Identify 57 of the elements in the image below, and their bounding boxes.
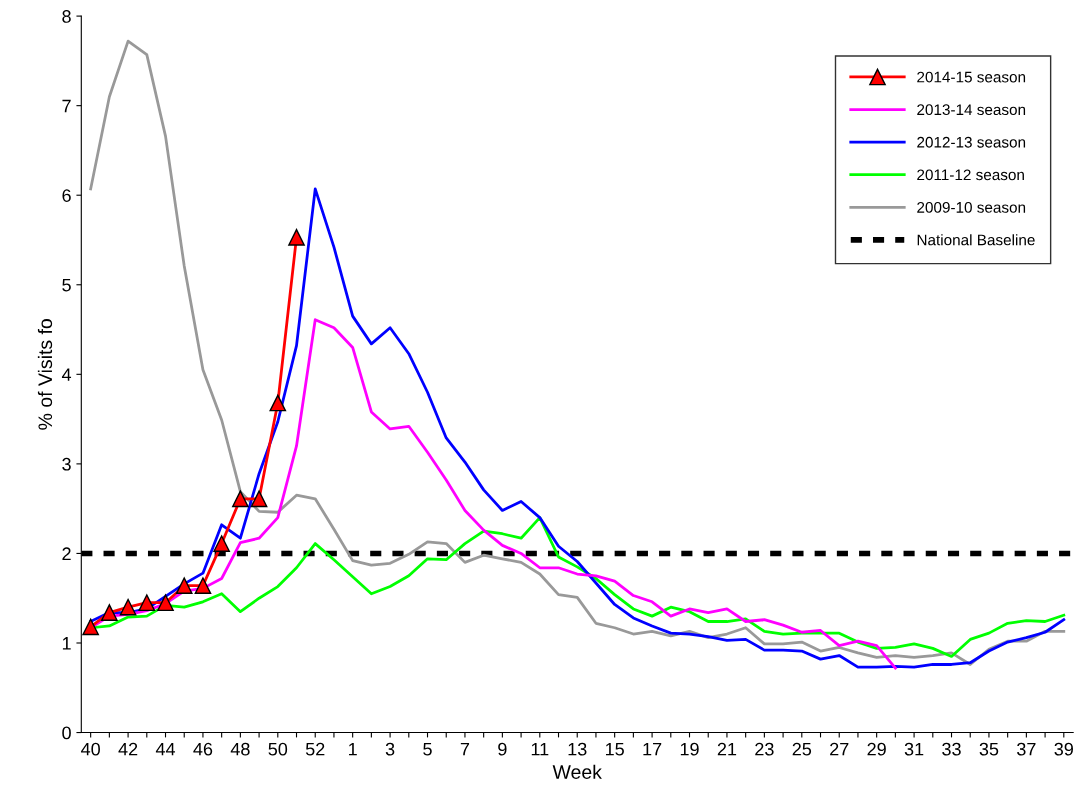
x-tick-label: 15 <box>605 742 624 756</box>
legend-label: 2012-13 season <box>917 136 1026 148</box>
point <box>213 535 230 552</box>
x-tick-label: 1 <box>349 742 357 756</box>
point <box>269 394 287 412</box>
y-tick-label: 8 <box>62 10 71 23</box>
x-axis-title: Week <box>552 764 602 779</box>
x-tick-label: 25 <box>792 742 812 756</box>
x-tick-label: 11 <box>531 742 549 756</box>
y-tick-label: 0 <box>62 726 71 740</box>
x-tick-label: 37 <box>1017 742 1036 756</box>
y-tick-label: 5 <box>62 278 71 292</box>
y-tick-label: 2 <box>62 547 71 560</box>
x-tick-label: 42 <box>118 742 138 756</box>
x-tick-label: 39 <box>1054 742 1073 756</box>
x-tick-label: 5 <box>423 742 432 756</box>
x-tick-label: 9 <box>498 742 507 756</box>
x-tick-label: 29 <box>867 742 886 756</box>
x-tick-label: 46 <box>193 742 213 756</box>
legend-label: 2013-14 season <box>917 104 1026 116</box>
x-tick-label: 27 <box>830 742 849 756</box>
y-axis-title: % of Visits fo <box>37 319 53 430</box>
line-series <box>89 39 1066 666</box>
point <box>138 594 156 612</box>
point <box>157 594 174 612</box>
legend-label: 2014-15 season <box>917 71 1026 83</box>
x-tick-label: 23 <box>755 742 774 756</box>
y-tick-label: 7 <box>62 99 71 113</box>
x-tick-label: 21 <box>717 742 737 756</box>
y-tick-label: 1 <box>62 637 71 650</box>
point <box>250 490 268 508</box>
x-tick-label: 7 <box>460 742 470 756</box>
point <box>119 598 137 616</box>
legend-label: 2011-12 season <box>917 169 1024 181</box>
y-tick-label: 4 <box>61 368 72 381</box>
x-tick-label: 17 <box>643 742 662 756</box>
x-tick-label: 13 <box>568 742 587 756</box>
x-tick-label: 40 <box>81 742 100 756</box>
x-tick-label: 19 <box>680 742 699 756</box>
x-tick-label: 3 <box>385 742 395 756</box>
x-tick-label: 44 <box>155 742 176 756</box>
point <box>175 577 193 595</box>
x-tick-label: 52 <box>305 742 325 756</box>
legend-label: National Baseline <box>917 234 1035 246</box>
point <box>288 228 305 246</box>
x-tick-label: 48 <box>230 742 250 756</box>
x-tick-label: 50 <box>268 742 288 756</box>
legend-label: 2009-10 season <box>917 201 1026 213</box>
point <box>232 490 249 508</box>
x-tick-label: 33 <box>942 742 961 756</box>
y-tick-label: 3 <box>62 457 71 471</box>
x-tick-label: 31 <box>904 742 924 756</box>
x-tick-label: 35 <box>979 742 999 756</box>
point <box>101 604 118 621</box>
point <box>194 577 212 595</box>
y-tick-label: 6 <box>62 189 71 202</box>
point <box>82 618 99 636</box>
